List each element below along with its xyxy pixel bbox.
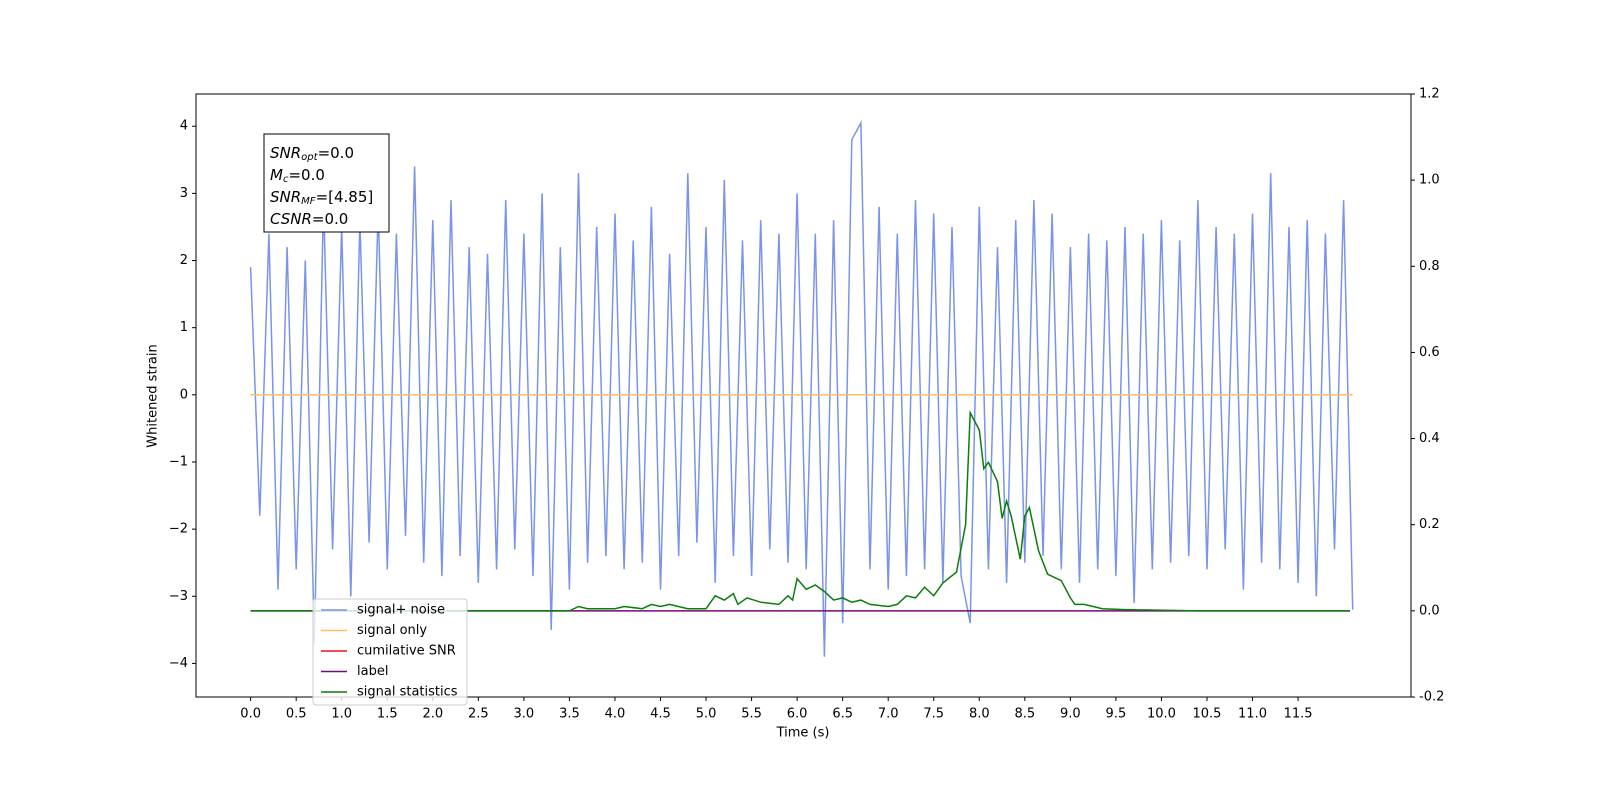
x-tick-label: 4.0	[605, 707, 626, 722]
y-tick-label: 2	[180, 253, 188, 268]
legend: signal+ noise signal only cumilative SNR la…	[312, 598, 468, 706]
stats-box-frame	[263, 133, 390, 233]
x-tick-label: 0.0	[240, 707, 261, 722]
axes-frame	[195, 93, 1412, 698]
stats-name: SNR	[270, 188, 301, 206]
y-tick-label: −2	[169, 522, 188, 537]
y-tick-label: 3	[180, 186, 188, 201]
y-axis-label: Whitened strain	[146, 344, 161, 447]
y2-tick-label: 0.4	[1419, 431, 1440, 446]
x-tick-label: 10.0	[1147, 707, 1176, 722]
stats-line: SNRopt=0.0	[270, 144, 354, 164]
x-tick-label: 11.5	[1284, 707, 1313, 722]
x-tick-label: 1.0	[331, 707, 352, 722]
series-line	[250, 409, 1350, 612]
x-tick-label: 3.0	[514, 707, 535, 722]
stats-value: =0.0	[312, 210, 348, 228]
x-tick-label: 6.0	[787, 707, 808, 722]
x-tick-label: 10.5	[1193, 707, 1222, 722]
legend-label: cumilative SNR	[357, 644, 456, 659]
x-tick-label: 2.0	[422, 707, 443, 722]
x-tick-label: 9.5	[1106, 707, 1127, 722]
y-tick-label: 4	[180, 119, 188, 134]
x-tick-label: 2.5	[468, 707, 489, 722]
y2-tick-label: 0.2	[1419, 517, 1440, 532]
legend-label: signal statistics	[357, 685, 458, 700]
legend-label: label	[357, 664, 388, 679]
stats-name: M	[270, 166, 283, 184]
y-tick-label: −1	[169, 454, 188, 469]
stats-line: Mc=0.0	[270, 166, 325, 186]
x-tick-label: 11.0	[1238, 707, 1267, 722]
x-tick-label: 7.5	[923, 707, 944, 722]
y2-tick-label: -0.2	[1419, 690, 1444, 705]
y2-tick-label: 0.6	[1419, 345, 1440, 360]
stats-sub: opt	[301, 152, 318, 163]
x-tick-label: 4.5	[650, 707, 671, 722]
stats-value: =0.0	[318, 144, 354, 162]
y-tick-label: 1	[180, 320, 188, 335]
legend-frame	[312, 598, 468, 706]
y2-tick-label: 0.0	[1419, 603, 1440, 618]
x-tick-label: 8.0	[969, 707, 990, 722]
x-tick-label: 1.5	[377, 707, 398, 722]
stats-sub: c	[283, 174, 289, 185]
x-tick-label: 5.5	[741, 707, 762, 722]
stats-sub: MF	[301, 196, 316, 207]
x-tick-label: 8.5	[1014, 707, 1035, 722]
y2-tick-label: 0.8	[1419, 259, 1440, 274]
x-tick-label: 6.5	[832, 707, 853, 722]
legend-label: signal+ noise	[357, 603, 445, 618]
x-tick-label: 7.0	[878, 707, 899, 722]
stats-line: SNRMF=[4.85]	[270, 188, 373, 208]
x-tick-label: 9.0	[1060, 707, 1081, 722]
legend-label: signal only	[357, 623, 427, 638]
y2-tick-label: 1.2	[1419, 87, 1440, 102]
x-axis-label: Time (s)	[776, 726, 830, 741]
y-tick-label: −3	[169, 589, 188, 604]
stats-name: SNR	[270, 144, 301, 162]
stats-value: =0.0	[288, 166, 324, 184]
x-tick-label: 0.5	[286, 707, 307, 722]
stats-name: CSNR	[270, 210, 312, 228]
y-tick-label: 0	[180, 387, 188, 402]
x-tick-label: 3.5	[559, 707, 580, 722]
stats-line: CSNR=0.0	[270, 210, 348, 228]
y-tick-label: −4	[169, 656, 188, 671]
y2-tick-label: 1.0	[1419, 173, 1440, 188]
x-tick-label: 5.0	[696, 707, 717, 722]
series-line	[249, 120, 1354, 657]
stats-value: =[4.85]	[316, 188, 374, 206]
